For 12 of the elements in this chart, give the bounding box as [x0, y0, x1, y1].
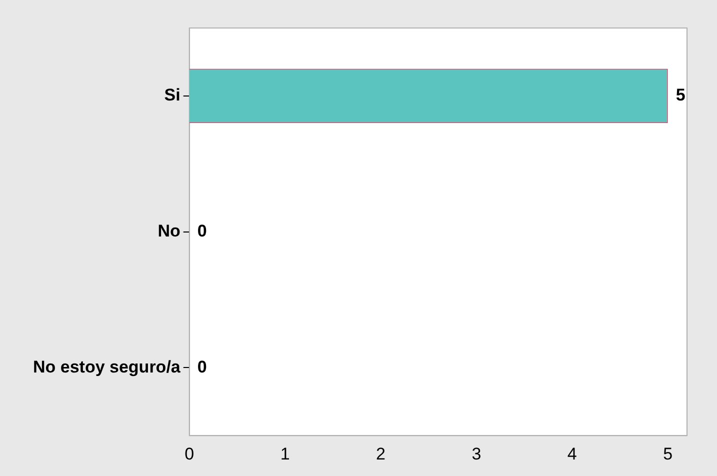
y-tick-label: Si — [164, 86, 180, 105]
x-tick-label: 2 — [376, 444, 386, 464]
y-tick-label: No — [158, 221, 180, 240]
y-tick-label: No estoy seguro/a — [32, 357, 181, 376]
x-tick-label: 5 — [663, 444, 673, 464]
x-tick-label: 4 — [567, 444, 577, 464]
data-label: 0 — [197, 357, 207, 376]
x-tick-label: 0 — [184, 444, 194, 464]
data-label: 0 — [197, 221, 207, 240]
x-tick-label: 1 — [280, 444, 290, 464]
data-label: 5 — [676, 86, 686, 105]
x-tick-label: 3 — [472, 444, 482, 464]
